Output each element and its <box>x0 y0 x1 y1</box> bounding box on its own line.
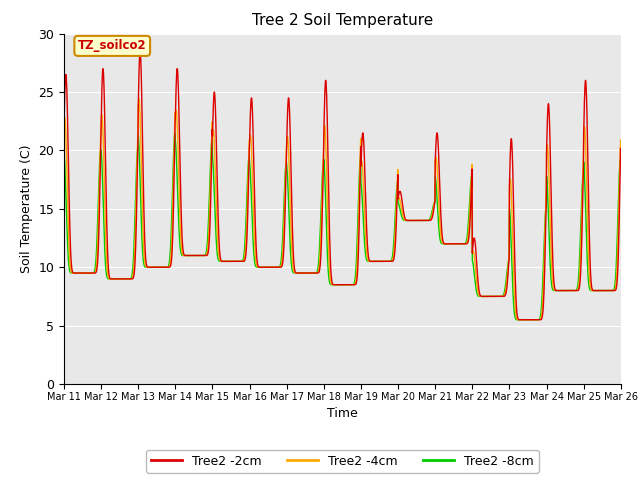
Tree2 -2cm <box>568 288 575 293</box>
Tree2 -8cm <box>172 131 179 136</box>
Line: Tree2 -4cm: Tree2 -4cm <box>64 99 621 320</box>
Tree2 -2cm <box>216 246 223 252</box>
Tree2 -8cm <box>515 317 522 323</box>
Tree2 -4cm <box>371 258 378 264</box>
Tree2 -4cm <box>216 256 223 262</box>
Tree2 -2cm <box>358 131 366 137</box>
Tree2 -8cm <box>60 148 68 154</box>
Tree2 -4cm <box>568 288 575 293</box>
Tree2 -4cm <box>584 209 591 215</box>
Tree2 -8cm <box>358 201 366 206</box>
Tree2 -2cm <box>504 270 512 276</box>
Tree2 -2cm <box>517 317 525 323</box>
Tree2 -4cm <box>135 96 143 102</box>
X-axis label: Time: Time <box>327 407 358 420</box>
Tree2 -4cm <box>504 262 512 267</box>
Tree2 -8cm <box>568 288 575 293</box>
Tree2 -8cm <box>216 258 223 264</box>
Tree2 -8cm <box>504 260 512 265</box>
Line: Tree2 -8cm: Tree2 -8cm <box>64 133 621 320</box>
Tree2 -2cm <box>617 146 625 152</box>
Tree2 -2cm <box>371 258 378 264</box>
Tree2 -4cm <box>516 317 524 323</box>
Tree2 -2cm <box>136 48 144 54</box>
Tree2 -2cm <box>584 127 591 132</box>
Tree2 -8cm <box>371 258 378 264</box>
Title: Tree 2 Soil Temperature: Tree 2 Soil Temperature <box>252 13 433 28</box>
Text: TZ_soilco2: TZ_soilco2 <box>78 39 147 52</box>
Tree2 -4cm <box>60 122 68 128</box>
Tree2 -4cm <box>358 164 366 169</box>
Legend: Tree2 -2cm, Tree2 -4cm, Tree2 -8cm: Tree2 -2cm, Tree2 -4cm, Tree2 -8cm <box>146 450 539 473</box>
Line: Tree2 -2cm: Tree2 -2cm <box>64 51 621 320</box>
Tree2 -8cm <box>617 157 625 163</box>
Y-axis label: Soil Temperature (C): Soil Temperature (C) <box>20 144 33 273</box>
Tree2 -4cm <box>617 137 625 143</box>
Tree2 -2cm <box>60 123 68 129</box>
Tree2 -8cm <box>584 258 591 264</box>
